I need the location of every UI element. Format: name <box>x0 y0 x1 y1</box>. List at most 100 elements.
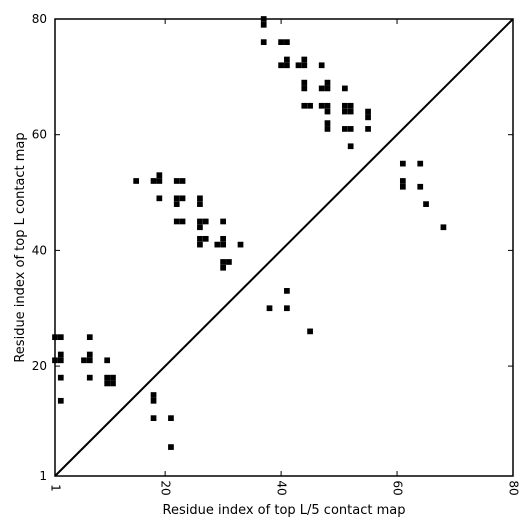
contact-cell <box>301 85 308 92</box>
contact-cell <box>220 264 226 271</box>
contact-cell <box>295 62 302 69</box>
contact-cell <box>324 126 331 132</box>
contact-cell <box>342 102 348 109</box>
contact-cell <box>324 79 331 86</box>
y-tick-label: 40 <box>32 243 47 257</box>
contact-cell <box>179 218 186 225</box>
contact-cell <box>342 126 348 132</box>
contact-cell <box>173 218 180 225</box>
contact-cell <box>324 108 331 115</box>
contact-cell <box>197 201 203 207</box>
axis-ticks: 1 20 40 60 80 1 20 40 60 80 <box>32 12 521 496</box>
contact-cell <box>220 218 226 225</box>
contact-cell <box>86 374 93 381</box>
contact-cell <box>57 397 64 404</box>
contact-cell <box>318 62 325 69</box>
contact-cell <box>57 374 64 381</box>
contact-cell <box>301 79 308 86</box>
contact-cell <box>156 195 163 202</box>
y-tick-label: 20 <box>32 359 47 373</box>
contact-cell <box>278 39 284 45</box>
contact-cell <box>173 178 180 184</box>
contact-cell <box>197 218 203 225</box>
x-tick-label: 1 <box>49 484 63 492</box>
contact-cell <box>365 114 371 121</box>
contact-cell <box>266 305 273 312</box>
contact-cell <box>284 305 290 312</box>
contact-cell <box>57 357 64 364</box>
contact-cell <box>202 235 209 242</box>
contact-cell <box>278 62 284 69</box>
contact-cell <box>284 56 290 63</box>
x-tick-label: 20 <box>159 480 173 495</box>
contact-cell <box>179 178 186 184</box>
contact-cell <box>86 357 93 364</box>
contact-cell <box>110 380 116 387</box>
contact-cell <box>150 178 157 184</box>
contact-cell <box>156 172 163 179</box>
contact-cell <box>347 143 354 150</box>
contact-cell <box>133 178 140 184</box>
contact-cell <box>168 415 174 422</box>
contact-cell <box>284 62 290 69</box>
contact-cell <box>301 56 308 63</box>
contact-cell <box>197 195 203 202</box>
y-tick-label: 80 <box>32 12 47 26</box>
x-tick-label: 60 <box>391 480 405 495</box>
contact-cell <box>150 397 157 404</box>
contact-cell <box>324 85 331 92</box>
y-tick-label: 60 <box>32 128 47 142</box>
contact-cell <box>202 218 209 225</box>
contact-cell <box>318 102 325 109</box>
contact-cell <box>150 392 157 398</box>
contact-cell <box>226 259 232 265</box>
contact-cell <box>57 351 64 358</box>
contact-cell <box>318 85 325 92</box>
contact-cell <box>423 201 429 207</box>
contact-cell <box>57 334 64 341</box>
contact-cell <box>81 357 87 364</box>
contact-cell <box>342 85 348 92</box>
x-tick-label: 40 <box>275 480 289 495</box>
contact-cell <box>168 444 174 450</box>
contact-cell <box>399 160 406 167</box>
x-tick-label: 80 <box>507 480 521 495</box>
contact-cell <box>399 178 406 184</box>
contact-cell <box>365 126 371 132</box>
contact-cell <box>307 328 313 335</box>
contact-cell <box>324 102 331 109</box>
contact-cell <box>307 102 313 109</box>
contact-cell <box>179 195 186 202</box>
contact-cells <box>52 16 447 450</box>
x-axis-label: Residue index of top L/5 contact map <box>163 503 406 518</box>
contact-cell <box>197 241 203 248</box>
contact-cell <box>197 235 203 242</box>
contact-cell <box>365 108 371 115</box>
contact-cell <box>260 39 267 45</box>
contact-cell <box>284 39 290 45</box>
contact-cell <box>440 224 447 231</box>
contact-cell <box>86 351 93 358</box>
contact-cell <box>173 201 180 207</box>
contact-cell <box>220 241 226 248</box>
contact-cell <box>150 415 157 422</box>
contact-cell <box>347 126 354 132</box>
contact-cell <box>301 62 308 69</box>
contact-cell <box>104 374 111 381</box>
contact-cell <box>104 380 111 387</box>
contact-cell <box>324 120 331 126</box>
contact-cell <box>399 183 406 190</box>
diagonal-line <box>54 18 514 477</box>
contact-cell <box>260 21 267 28</box>
contact-cell <box>347 108 354 115</box>
contact-cell <box>237 241 244 248</box>
contact-cell <box>110 374 116 381</box>
contact-cell <box>156 178 163 184</box>
contact-cell <box>417 183 424 190</box>
contact-cell <box>417 160 424 167</box>
y-axis-label: Residue index of top L contact map <box>13 132 28 362</box>
contact-cell <box>347 102 354 109</box>
contact-cell <box>284 288 290 294</box>
contact-cell <box>197 224 203 231</box>
